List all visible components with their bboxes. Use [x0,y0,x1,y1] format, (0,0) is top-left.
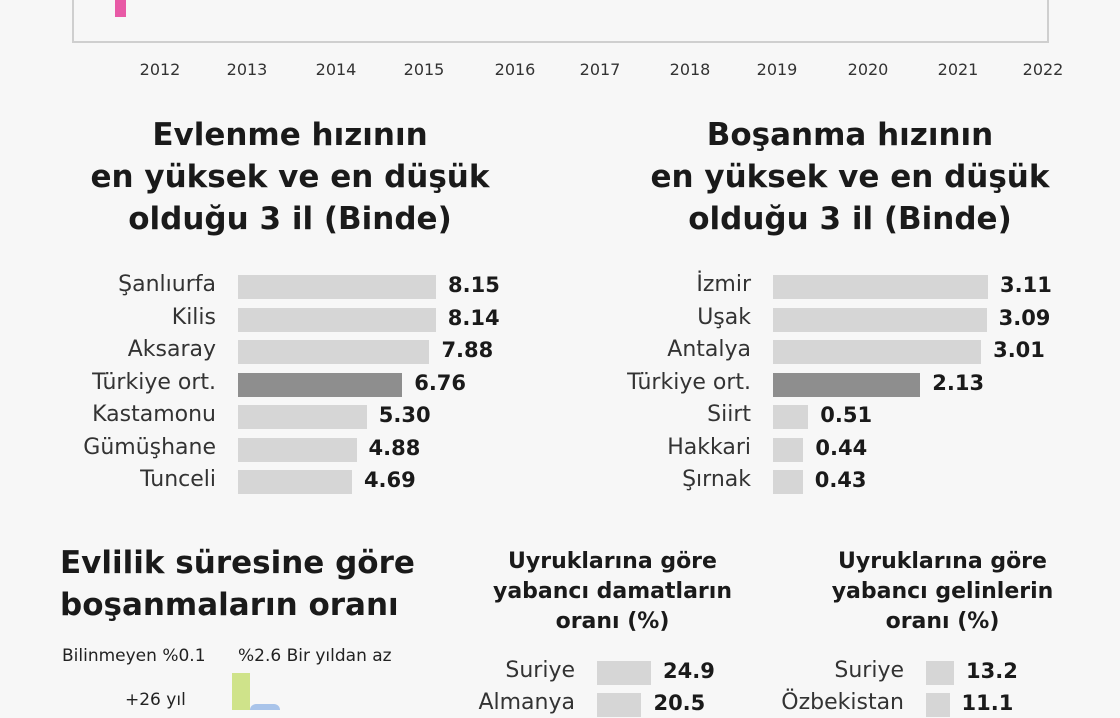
bar-value-label: 7.88 [441,338,494,362]
duration-title: Evlilik süresine göre boşanmaların oranı [60,545,415,623]
divorce-rate-title: Boşanma hızının en yüksek ve en düşük ol… [650,117,1050,237]
year-tick-label: 2022 [1022,60,1064,79]
bar-category-label: Hakkari [667,434,751,460]
bar-mark [773,340,982,364]
year-tick-label: 2018 [669,60,711,79]
top-chart-baseline [72,41,1049,43]
bar-mark [238,307,436,332]
bar-mark [773,437,804,462]
bar-mark [773,372,921,397]
bar-mark [238,470,352,494]
bar-category-label: Aksaray [127,337,216,362]
bar-mark [238,275,436,299]
bar-row: Türkiye ort. 2.13 [560,369,1120,398]
bar-mark [773,405,809,429]
bar-category-label: Kastamonu [92,402,216,427]
bar-row: Tunceli 4.69 [0,467,560,495]
bar-row: Siirt 0.51 [560,402,1120,430]
bar-value-label: 3.11 [1000,273,1052,297]
bar-category-label: Suriye [505,658,575,683]
bar-value-label: 24.9 [663,659,715,683]
bar-row: Suriye 24.9 [0,658,760,686]
bar-category-label: Şanlıurfa [118,272,216,297]
grooms-title: Uyruklarına göre yabancı damatların oran… [492,549,732,634]
bar-value-label: 0.51 [820,403,873,427]
bar-mark [238,340,430,364]
bar-value-label: 5.30 [378,403,431,427]
bar-value-label: 2.13 [932,370,985,395]
marriage-rate-title: Evlenme hızının en yüksek ve en düşük ol… [90,117,490,237]
bar-mark [597,661,651,685]
bar-row: Antalya 3.01 [560,337,1120,365]
bar-mark [238,405,367,429]
pie-label-over26: +26 yıl [125,690,186,710]
top-chart-right-border [1047,0,1049,42]
bar-row: Şanlıurfa 8.15 [0,272,560,300]
bar-category-label: Kilis [171,304,216,330]
bar-row: Şırnak 0.43 [560,467,1120,495]
year-tick-label: 2016 [494,60,536,79]
bar-category-label: Antalya [667,337,751,362]
pie-label-unknown: Bilinmeyen %0.1 [62,646,206,666]
bar-category-label: Türkiye ort. [92,369,216,395]
top-chart-bar-fragment [115,0,126,17]
bar-category-label: Uşak [697,304,751,330]
bar-row: Türkiye ort. 6.76 [0,369,560,398]
bar-row: Hakkari 0.44 [560,434,1120,463]
bar-category-label: İzmir [696,272,751,297]
year-tick-label: 2019 [756,60,798,79]
bar-row: Uşak 3.09 [560,304,1120,333]
bar-mark [773,275,988,299]
bar-row: Suriye 13.2 [0,658,1120,686]
year-tick-label: 2015 [403,60,445,79]
pie-slice-under-one [232,673,250,710]
year-tick-label: 2013 [226,60,268,79]
bar-category-label: Suriye [834,658,904,683]
bar-row: Aksaray 7.88 [0,337,560,365]
pie-slice-edge [250,704,280,710]
bar-mark [238,437,357,462]
top-chart-axis: 2012 2013 2014 2015 2016 2017 2018 2019 2020 2021… [0,0,1120,90]
bar-mark [773,307,987,332]
bar-mark [926,661,954,685]
bar-mark [238,372,403,397]
year-tick-label: 2014 [315,60,357,79]
bar-value-label: 8.14 [447,305,500,330]
marriage-rate-chart: Şanlıurfa 8.15 Kilis 8.14 Aksaray 7.88 Türkiye… [0,272,560,504]
bar-value-label: 6.76 [414,370,467,395]
year-tick-label: 2020 [847,60,889,79]
bar-value-label: 3.01 [993,338,1045,362]
bar-row: Gümüşhane 4.88 [0,434,560,463]
divorce-rate-chart: İzmir 3.11 Uşak 3.09 Antalya 3.01 Türkiye ort.… [560,272,1120,504]
bar-category-label: Özbekistan [781,690,904,715]
brides-chart: Suriye 13.2 Özbekistan 11.1 [0,658,1120,717]
bar-value-label: 0.43 [814,468,867,492]
bar-value-label: 13.2 [966,659,1018,683]
bar-category-label: Türkiye ort. [627,369,751,395]
bar-category-label: Şırnak [682,467,751,492]
bar-value-label: 0.44 [815,435,868,460]
brides-title: Uyruklarına göre yabancı gelinlerin oran… [831,549,1054,634]
bar-mark [773,470,803,494]
top-chart-left-border [72,0,74,42]
bar-row: Kastamonu 5.30 [0,402,560,430]
bar-value-label: 4.69 [363,468,416,492]
bar-row: Özbekistan 11.1 [0,690,1120,718]
bar-value-label: 3.09 [998,305,1051,330]
bar-value-label: 4.88 [368,435,421,460]
bar-row: İzmir 3.11 [560,272,1120,300]
bar-value-label: 11.1 [961,691,1014,715]
pie-label-under-one: %2.6 Bir yıldan az [238,646,392,666]
year-tick-label: 2021 [937,60,979,79]
bar-category-label: Tunceli [140,467,216,492]
bar-category-label: Siirt [707,402,751,427]
bar-value-label: 8.15 [448,273,500,297]
year-tick-label: 2017 [579,60,621,79]
bar-mark [926,693,950,717]
bar-category-label: Gümüşhane [83,434,216,460]
bar-row: Kilis 8.14 [0,304,560,333]
year-tick-label: 2012 [139,60,181,79]
